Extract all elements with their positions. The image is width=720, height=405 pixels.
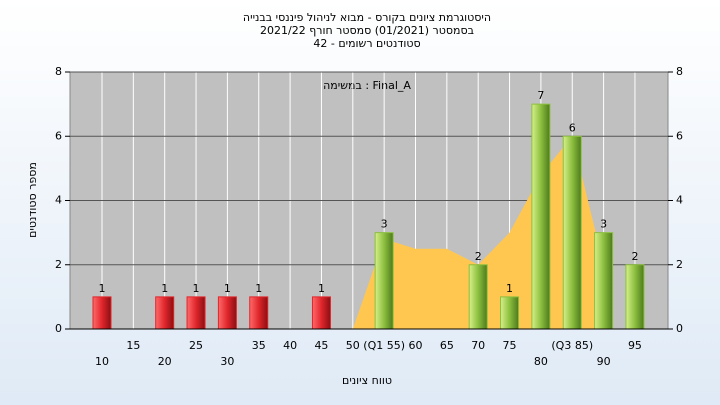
x-tick-label: 75 [503,339,517,352]
data-label: 1 [99,282,106,295]
y-tick-label: 4 [55,194,62,207]
x-tick-label: 95 [628,339,642,352]
data-label: 1 [193,282,200,295]
title-line: בסמסטר (01/2021) סמסטר חורף 2021/22 [260,24,474,37]
title-line: סטודנטים רשומים - 42 [313,37,420,50]
x-tick-label: 30 [220,355,234,368]
data-label: 3 [600,218,607,231]
title-line: היסטוגרמת ציונים בקורס - מבוא לניהול פינ… [243,11,491,24]
annotation: במשימה : Final_A [323,79,411,92]
bar [92,296,112,330]
y2-tick-label: 4 [676,194,683,207]
y-tick-label: 0 [55,322,62,335]
y-tick-label: 8 [55,65,62,78]
x-tick-label: (Q3 85) [551,339,593,352]
x-tick-label: 80 [534,355,548,368]
data-label: 1 [318,282,325,295]
bar [374,232,394,330]
data-label: 1 [224,282,231,295]
bar [155,296,175,330]
x-tick-label: 35 [252,339,266,352]
x-tick-label: 90 [597,355,611,368]
data-label: 1 [255,282,262,295]
y2-tick-label: 0 [676,322,683,335]
data-label: 7 [537,89,544,102]
x-tick-label: (Q1 55) [363,339,405,352]
x-tick-label: 50 [346,339,360,352]
bar [594,232,614,330]
y-tick-label: 6 [55,129,62,142]
y-tick-label: 2 [55,258,62,271]
x-tick-label: 70 [471,339,485,352]
data-label: 6 [569,121,576,134]
bar [217,296,237,330]
bar [468,264,488,330]
x-tick-label: 60 [409,339,423,352]
bar [249,296,269,330]
y-axis-label: מספר סטודנטים [26,162,39,238]
x-tick-label: 20 [158,355,172,368]
bar [311,296,331,330]
data-label: 3 [381,218,388,231]
x-tick-label: 25 [189,339,203,352]
y2-tick-label: 8 [676,65,683,78]
data-label: 1 [506,282,513,295]
bar [531,103,551,330]
bar [562,135,582,330]
bar [186,296,206,330]
bar [500,296,520,330]
x-axis-label: טווח ציונים [342,374,392,387]
bar [625,264,645,330]
x-tick-label: 45 [314,339,328,352]
x-tick-label: 15 [126,339,140,352]
x-tick-label: 10 [95,355,109,368]
y2-tick-label: 6 [676,129,683,142]
data-label: 2 [631,250,638,263]
x-tick-label: 65 [440,339,454,352]
data-label: 1 [161,282,168,295]
data-label: 2 [475,250,482,263]
x-tick-label: 40 [283,339,297,352]
y2-tick-label: 2 [676,258,683,271]
